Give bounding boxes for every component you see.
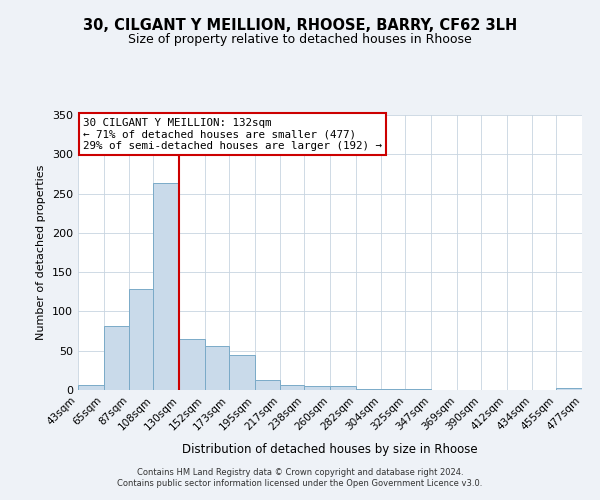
Text: Size of property relative to detached houses in Rhoose: Size of property relative to detached ho… [128,32,472,46]
Bar [104,326,129,390]
Bar [406,389,431,390]
Bar [280,384,304,390]
Y-axis label: Number of detached properties: Number of detached properties [37,165,46,340]
Text: 30, CILGANT Y MEILLION, RHOOSE, BARRY, CF62 3LH: 30, CILGANT Y MEILLION, RHOOSE, BARRY, C… [83,18,517,32]
Bar [205,346,229,390]
Bar [356,389,381,390]
Bar [129,288,154,390]
Bar [254,380,280,390]
Bar [179,339,205,390]
X-axis label: Distribution of detached houses by size in Rhoose: Distribution of detached houses by size … [182,443,478,456]
Bar [381,389,406,390]
Bar [304,386,330,390]
Bar [330,386,356,390]
Bar [229,354,254,390]
Text: Contains HM Land Registry data © Crown copyright and database right 2024.
Contai: Contains HM Land Registry data © Crown c… [118,468,482,487]
Bar [154,184,179,390]
Bar [78,386,104,390]
Text: 30 CILGANT Y MEILLION: 132sqm
← 71% of detached houses are smaller (477)
29% of : 30 CILGANT Y MEILLION: 132sqm ← 71% of d… [83,118,382,151]
Bar [556,388,582,390]
